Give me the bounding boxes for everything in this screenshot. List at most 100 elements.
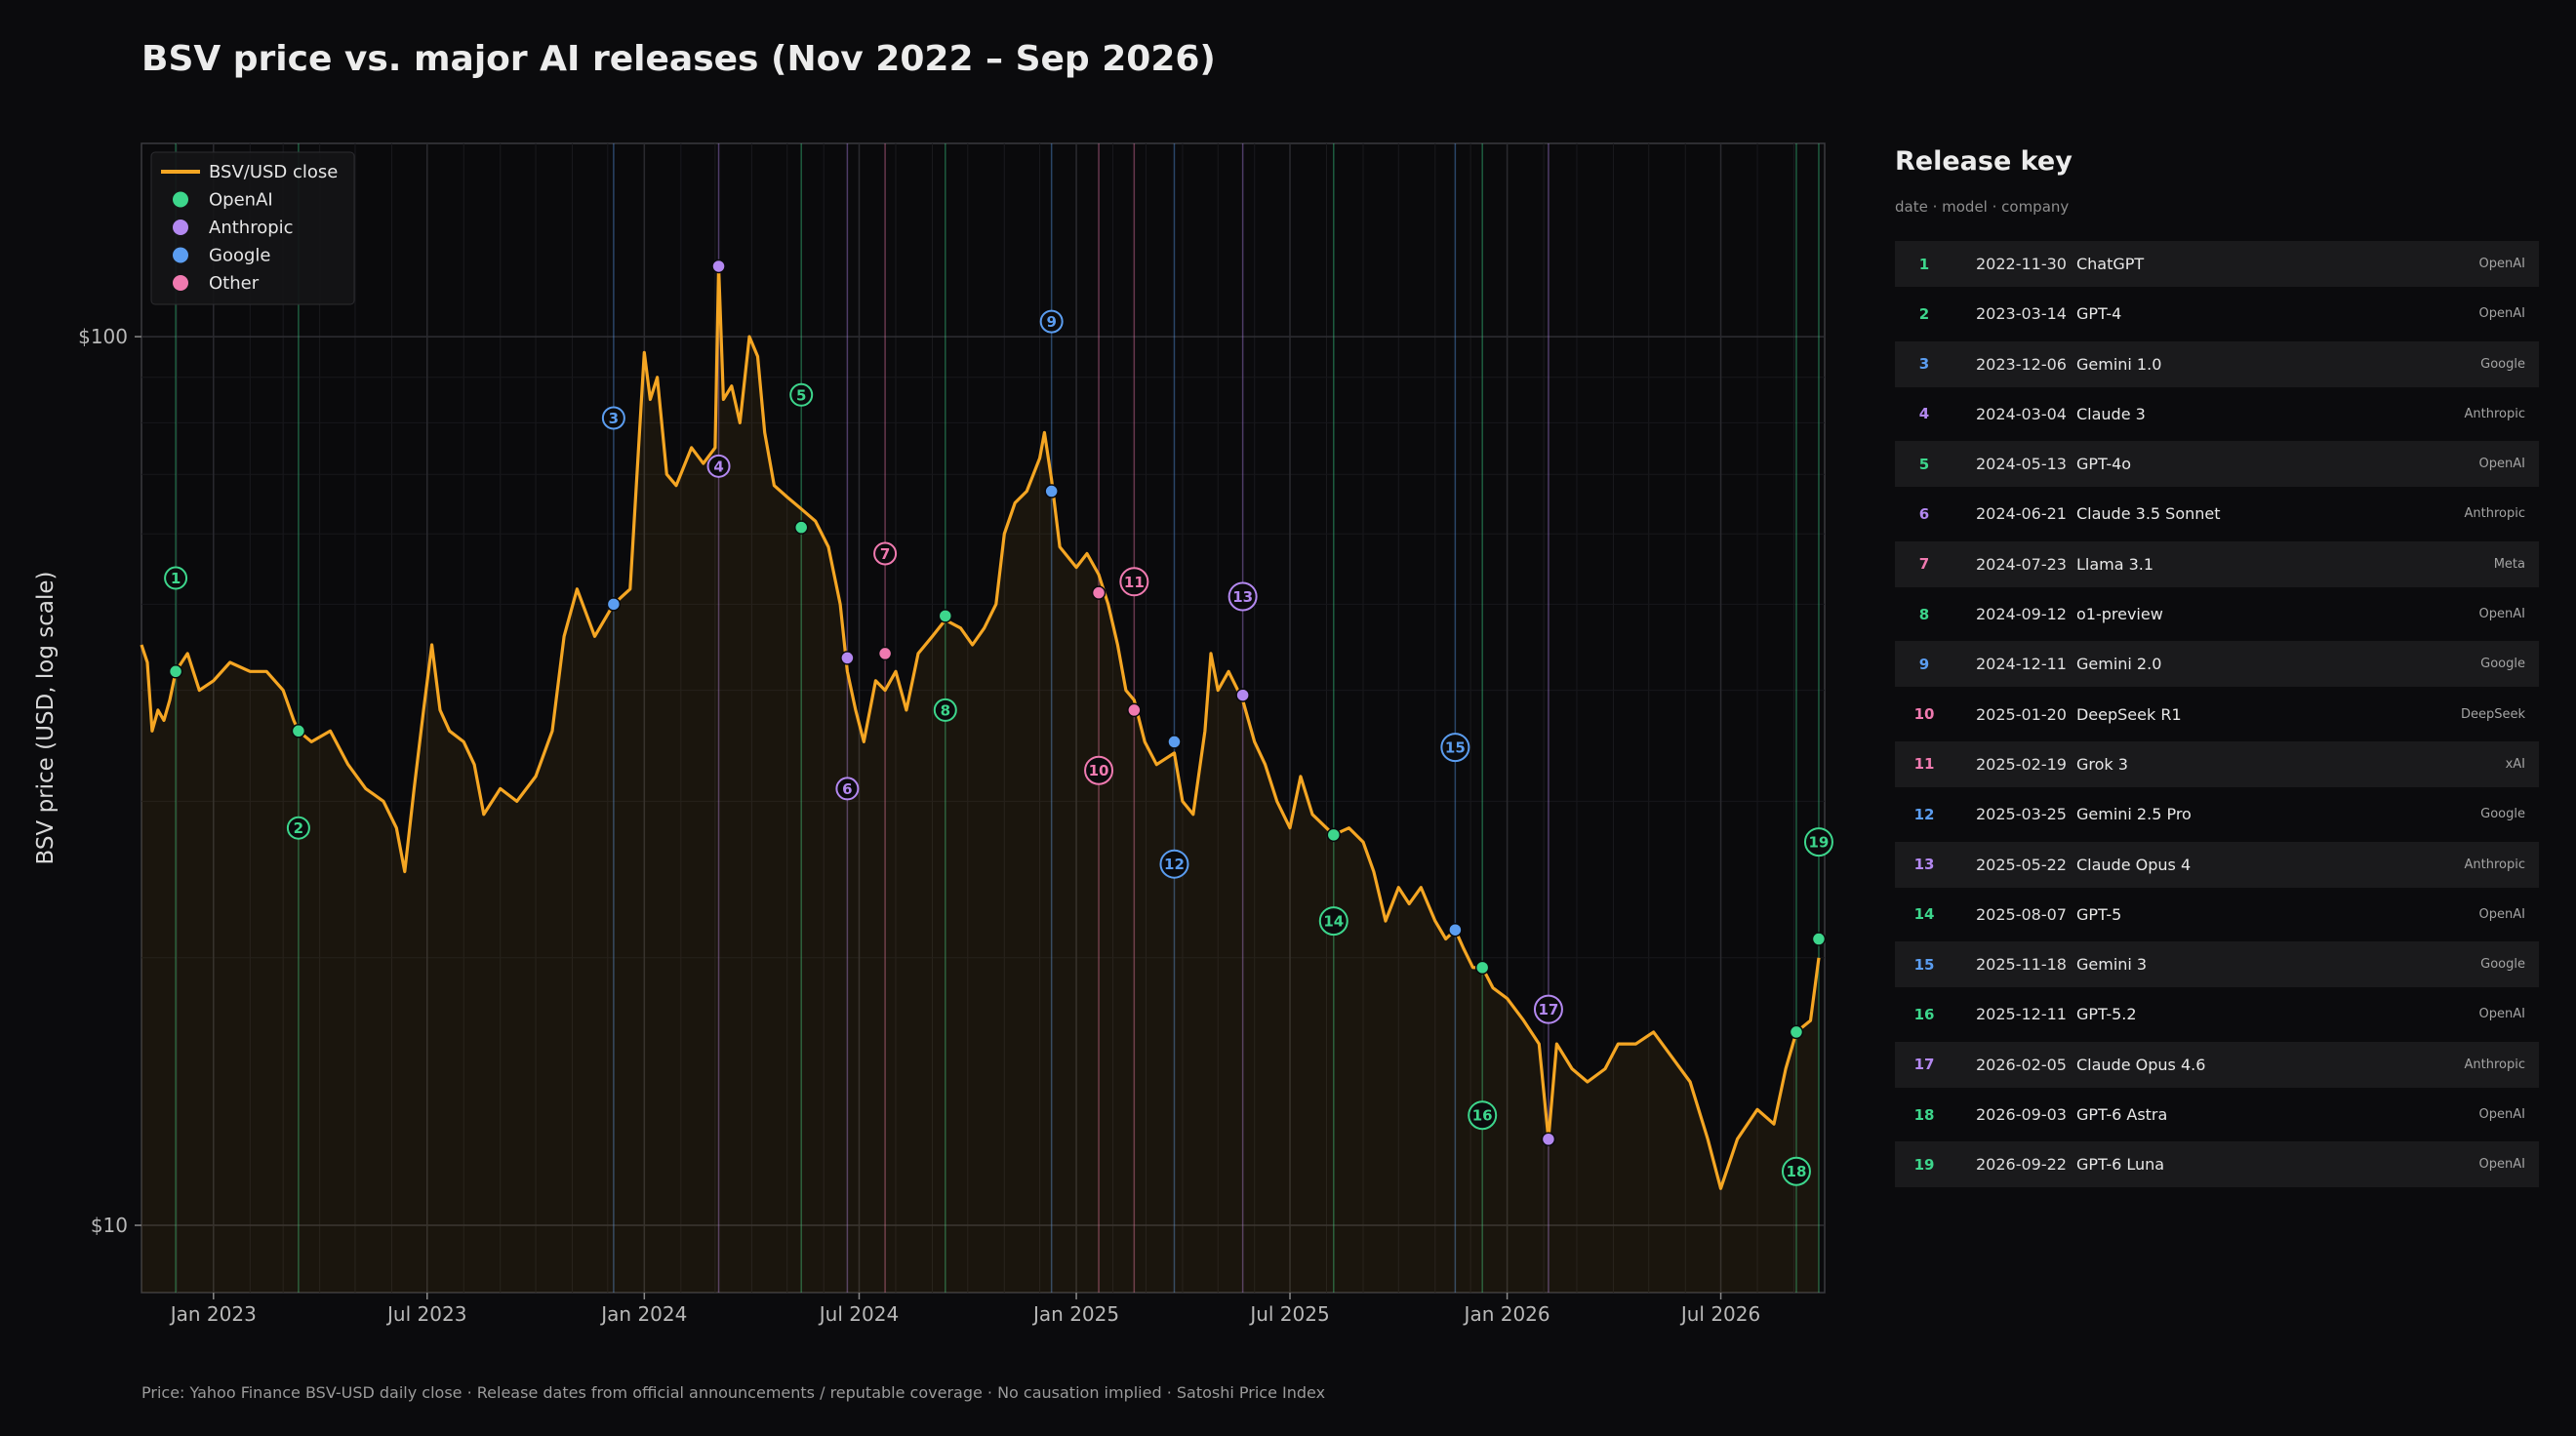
release-dot-14	[1326, 827, 1342, 843]
release-marker-13	[1228, 581, 1258, 612]
release-marker-14	[1318, 906, 1348, 937]
release-key-number: 8	[1918, 605, 1930, 623]
release-key-model: Gemini 2.5 Pro	[2075, 805, 2192, 824]
release-key-model: Gemini 2.0	[2075, 655, 2162, 674]
y-tick-label: $100	[78, 325, 128, 348]
release-key-company: OpenAI	[2478, 1107, 2525, 1123]
release-dot-15	[1448, 922, 1463, 937]
release-marker-label: 15	[1445, 739, 1466, 757]
release-key-date: 2023-12-06	[1976, 354, 2067, 374]
release-key-model: Claude Opus 4	[2075, 855, 2192, 874]
release-key-number: 14	[1913, 905, 1935, 924]
release-dot-12	[1167, 735, 1182, 749]
release-key-date: 2026-02-05	[1976, 1055, 2067, 1074]
release-marker-2	[286, 816, 310, 840]
release-key-number: 19	[1913, 1155, 1935, 1174]
release-dot-18	[1789, 1024, 1804, 1040]
legend-label: Google	[209, 246, 270, 266]
release-key-model: Gemini 3	[2075, 955, 2148, 975]
release-marker-label: 6	[842, 780, 852, 798]
x-tick-label: Jan 2024	[599, 1302, 687, 1326]
release-key-number: 6	[1918, 504, 1930, 523]
release-key-company: Meta	[2493, 556, 2525, 572]
release-key-company: OpenAI	[2478, 607, 2525, 622]
release-marker-label: 11	[1124, 574, 1145, 591]
x-tick-label: Jan 2023	[169, 1302, 257, 1326]
release-dot-11	[1127, 702, 1142, 718]
release-marker-label: 2	[294, 819, 303, 837]
page-title: BSV price vs. major AI releases (Nov 202…	[141, 39, 1216, 79]
release-key-number: 3	[1918, 355, 1930, 374]
release-dot-7	[877, 646, 893, 661]
x-tick-label: Jan 2025	[1031, 1302, 1119, 1326]
release-marker-7	[873, 541, 898, 566]
release-key-date: 2024-05-13	[1976, 455, 2067, 474]
release-marker-label: 13	[1232, 588, 1253, 606]
legend-label: BSV/USD close	[209, 162, 338, 182]
release-key-company: OpenAI	[2478, 457, 2525, 472]
legend-box	[150, 151, 355, 305]
release-key-number: 7	[1918, 555, 1930, 574]
release-key-company: Anthropic	[2464, 1057, 2526, 1072]
release-key-title: Release key	[1895, 146, 2073, 177]
release-marker-6	[835, 777, 860, 801]
x-tick-label: Jan 2026	[1463, 1302, 1550, 1326]
release-dot-19	[1811, 932, 1827, 946]
release-marker-12	[1159, 849, 1189, 879]
release-key-date: 2025-05-22	[1976, 855, 2067, 874]
release-key-company: Google	[2480, 807, 2525, 822]
release-marker-label: 10	[1089, 762, 1109, 779]
release-marker-3	[601, 406, 625, 430]
release-key-row: 15 2025-11-18 Gemini 3 Google	[1895, 941, 2539, 988]
release-key-number: 5	[1918, 455, 1930, 473]
release-key-model: GPT-6 Luna	[2075, 1155, 2165, 1175]
release-marker-label: 17	[1538, 1001, 1558, 1018]
release-dot-3	[606, 597, 622, 612]
release-key-row: 1 2022-11-30 ChatGPT OpenAI	[1895, 241, 2539, 287]
legend-label: OpenAI	[209, 190, 273, 211]
release-key-date: 2025-02-19	[1976, 754, 2067, 774]
release-key-date: 2024-09-12	[1976, 605, 2067, 624]
release-key-company: Google	[2480, 957, 2525, 973]
release-key-number: 9	[1918, 655, 1930, 673]
release-marker-5	[789, 382, 814, 407]
price-area	[141, 266, 1819, 1293]
release-key-row: 14 2025-08-07 GPT-5 OpenAI	[1895, 892, 2539, 937]
release-key-row: 4 2024-03-04 Claude 3 Anthropic	[1895, 391, 2539, 437]
release-key-date: 2024-06-21	[1976, 504, 2067, 524]
release-key-row: 7 2024-07-23 Llama 3.1 Meta	[1895, 540, 2539, 587]
release-dot-16	[1474, 960, 1490, 976]
release-key-number: 16	[1913, 1005, 1935, 1023]
release-key-company: Google	[2480, 356, 2525, 372]
release-key-row: 17 2026-02-05 Claude Opus 4.6 Anthropic	[1895, 1041, 2539, 1088]
legend-dot-swatch	[173, 275, 188, 291]
release-marker-label: 3	[609, 410, 619, 427]
release-marker-label: 14	[1323, 913, 1344, 931]
release-marker-label: 1	[171, 570, 181, 587]
release-key-date: 2025-03-25	[1976, 805, 2067, 824]
release-dot-13	[1235, 688, 1250, 702]
release-marker-10	[1084, 755, 1114, 785]
release-marker-label: 16	[1472, 1107, 1493, 1125]
release-dot-17	[1541, 1132, 1556, 1146]
release-key-company: OpenAI	[2478, 257, 2525, 271]
release-key-panel: Release key date · model · company 1 2022…	[1895, 137, 2539, 1192]
legend-dot-swatch	[173, 219, 188, 235]
release-key-number: 4	[1918, 405, 1930, 423]
release-key-number: 12	[1913, 805, 1935, 823]
release-key-number: 13	[1913, 856, 1935, 874]
release-key-date: 2024-03-04	[1976, 404, 2067, 423]
release-key-company: OpenAI	[2478, 906, 2525, 922]
release-marker-label: 8	[941, 701, 950, 719]
release-key-model: Gemini 1.0	[2075, 354, 2162, 374]
release-key-model: GPT-4o	[2075, 455, 2132, 474]
y-axis-label: BSV price (USD, log scale)	[33, 572, 59, 865]
release-key-model: GPT-5.2	[2075, 1005, 2137, 1024]
legend-dot-swatch	[173, 191, 188, 208]
release-key-row: 5 2024-05-13 GPT-4o OpenAI	[1895, 441, 2539, 488]
release-key-row: 3 2023-12-06 Gemini 1.0 Google	[1895, 340, 2539, 387]
release-key-date: 2022-11-30	[1976, 255, 2067, 273]
legend-label: Other	[209, 273, 260, 294]
release-dot-1	[168, 664, 183, 679]
x-tick-label: Jul 2026	[1679, 1302, 1760, 1326]
